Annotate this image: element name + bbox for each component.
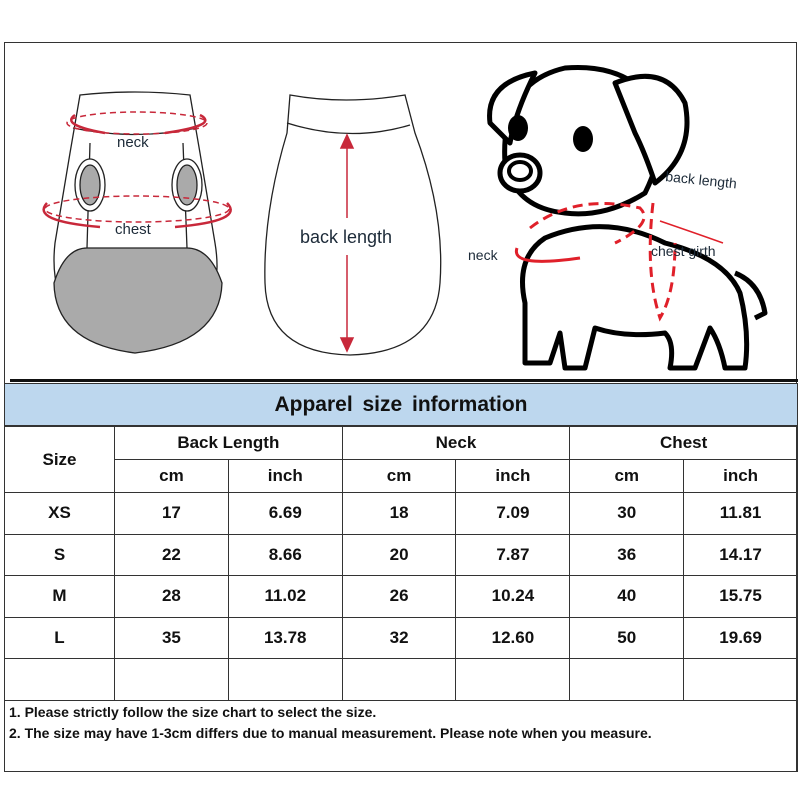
garment-back-drawing (264, 94, 442, 356)
garment-front-measure-arrows (42, 111, 232, 229)
back-length-arrow (339, 133, 355, 353)
table-row: XS 17 6.69 18 7.09 30 11.81 (4, 492, 798, 535)
unit-header: inch (227, 459, 343, 493)
value-cell: 17 (114, 492, 229, 535)
unit-header: cm (114, 459, 229, 493)
empty-cell (227, 658, 343, 701)
value-cell: 14.17 (683, 533, 798, 576)
empty-cell (683, 658, 798, 701)
measurement-illustration: neck chest back length back length neck … (42, 64, 768, 371)
garment-chest-label: chest (115, 221, 152, 238)
dog-chest-girth-label: chest girth (651, 243, 716, 259)
garment-back-length-label: back length (300, 227, 392, 247)
value-cell: 8.66 (227, 533, 343, 576)
unit-header: cm (341, 459, 457, 493)
table-row: M 28 11.02 26 10.24 40 15.75 (4, 575, 798, 618)
value-cell: 30 (569, 492, 685, 535)
table-title: Apparel size information (4, 383, 798, 426)
empty-cell (114, 658, 229, 701)
unit-header: cm (569, 459, 685, 493)
size-cell: XS (4, 492, 115, 535)
value-cell: 40 (569, 575, 685, 618)
value-cell: 6.69 (227, 492, 343, 535)
value-cell: 11.81 (683, 492, 798, 535)
table-row: S 22 8.66 20 7.87 36 14.17 (4, 533, 798, 576)
empty-row (4, 658, 798, 701)
dog-neck-label: neck (468, 247, 499, 263)
unit-header: inch (683, 459, 798, 493)
value-cell: 11.02 (227, 575, 343, 618)
size-cell: M (4, 575, 115, 618)
value-cell: 13.78 (227, 616, 343, 659)
unit-header: inch (455, 459, 571, 493)
empty-cell (4, 658, 115, 701)
note-1: 1. Please strictly follow the size chart… (9, 704, 377, 720)
dog-back-length-label: back length (665, 168, 738, 191)
dog-face (507, 115, 593, 182)
value-cell: 26 (341, 575, 457, 618)
empty-cell (569, 658, 685, 701)
size-cell: S (4, 533, 115, 576)
empty-cell (341, 658, 457, 701)
value-cell: 22 (114, 533, 229, 576)
group-header-row: Size Back Length Neck Chest (4, 426, 798, 493)
group-header-back-length: Back Length (114, 426, 343, 460)
empty-cell (455, 658, 571, 701)
size-header: Size (4, 426, 115, 493)
notes: 1. Please strictly follow the size chart… (4, 700, 798, 772)
value-cell: 20 (341, 533, 457, 576)
value-cell: 28 (114, 575, 229, 618)
value-cell: 10.24 (455, 575, 571, 618)
value-cell: 7.09 (455, 492, 571, 535)
table-row: L 35 13.78 32 12.60 50 19.69 (4, 616, 798, 659)
value-cell: 32 (341, 616, 457, 659)
value-cell: 35 (114, 616, 229, 659)
group-header-neck: Neck (341, 426, 571, 460)
value-cell: 36 (569, 533, 685, 576)
size-table: Size Back Length Neck Chest cm inch cm i… (4, 426, 798, 701)
note-2: 2. The size may have 1-3cm differs due t… (9, 725, 652, 741)
size-cell: L (4, 616, 115, 659)
value-cell: 7.87 (455, 533, 571, 576)
value-cell: 18 (341, 492, 457, 535)
divider (10, 379, 798, 382)
dog-drawing (487, 64, 768, 371)
garment-neck-label: neck (117, 134, 149, 151)
value-cell: 12.60 (455, 616, 571, 659)
group-header-chest: Chest (569, 426, 798, 460)
value-cell: 19.69 (683, 616, 798, 659)
unit-header-row: cm inch cm inch cm inch (5, 459, 798, 493)
dog-measure-arrows (514, 202, 724, 322)
value-cell: 15.75 (683, 575, 798, 618)
value-cell: 50 (569, 616, 685, 659)
